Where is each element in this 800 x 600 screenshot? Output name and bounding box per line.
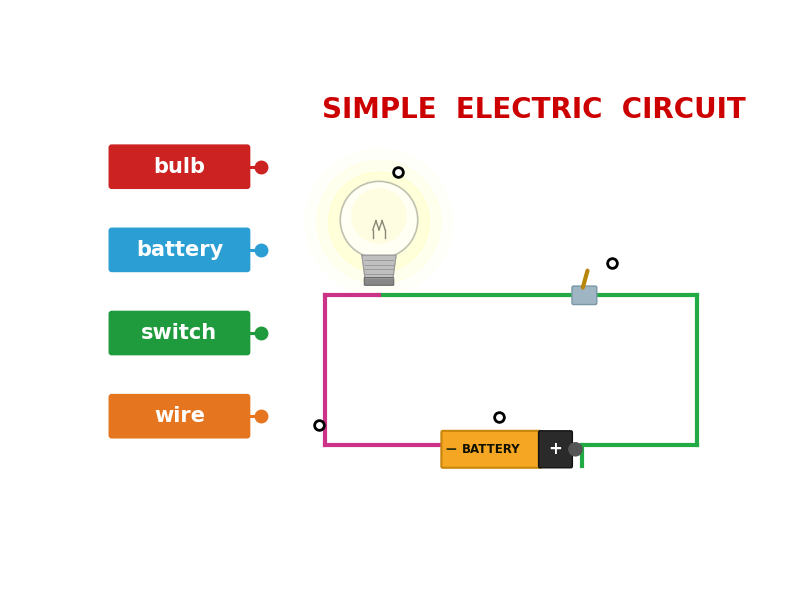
Circle shape <box>340 184 418 260</box>
Circle shape <box>569 443 582 456</box>
Text: +: + <box>549 440 562 458</box>
Circle shape <box>340 181 418 259</box>
FancyBboxPatch shape <box>109 227 250 272</box>
Text: SIMPLE  ELECTRIC  CIRCUIT: SIMPLE ELECTRIC CIRCUIT <box>322 97 746 124</box>
Text: battery: battery <box>136 240 223 260</box>
Text: bulb: bulb <box>154 157 206 177</box>
FancyBboxPatch shape <box>442 431 542 468</box>
FancyBboxPatch shape <box>109 311 250 355</box>
Circle shape <box>352 189 406 243</box>
FancyBboxPatch shape <box>364 278 394 285</box>
FancyBboxPatch shape <box>109 394 250 439</box>
Text: switch: switch <box>142 323 218 343</box>
Text: BATTERY: BATTERY <box>462 443 521 456</box>
Circle shape <box>317 161 441 284</box>
FancyBboxPatch shape <box>109 145 250 189</box>
FancyBboxPatch shape <box>538 431 572 468</box>
Circle shape <box>306 149 453 295</box>
Circle shape <box>329 172 430 272</box>
Text: −: − <box>444 442 457 457</box>
Polygon shape <box>362 255 396 278</box>
Text: wire: wire <box>154 406 205 426</box>
FancyBboxPatch shape <box>572 286 597 305</box>
